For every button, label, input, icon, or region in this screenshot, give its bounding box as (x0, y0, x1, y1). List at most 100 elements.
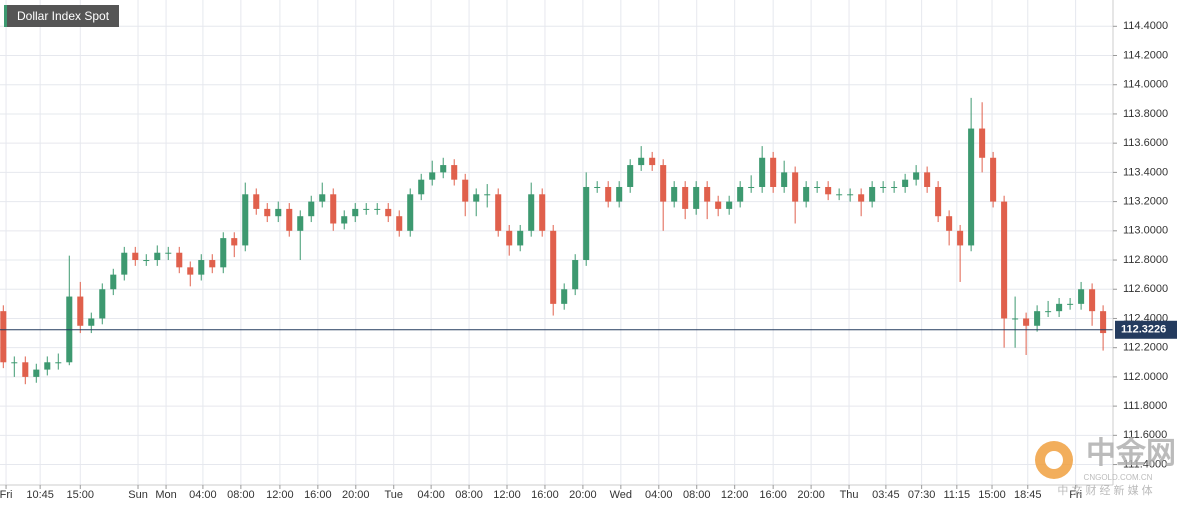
candle-body (473, 194, 480, 202)
candle-body (682, 186, 689, 209)
candle-body (396, 216, 403, 231)
candle-body (308, 201, 315, 217)
grid (0, 0, 1113, 485)
candle-body (363, 208, 370, 210)
chart-title: Dollar Index Spot (17, 9, 110, 23)
x-tick-label: Tue (384, 489, 403, 501)
candle-body (319, 194, 326, 202)
candle-body (858, 194, 865, 202)
candle-body (803, 186, 810, 202)
y-tick-label: 112.2000 (1123, 342, 1168, 354)
candle-body (352, 208, 359, 217)
x-tick-label: 18:45 (1014, 489, 1042, 501)
candle-body (572, 260, 579, 290)
candle-body (88, 318, 95, 326)
candle-body (1067, 303, 1074, 305)
candle-body (220, 238, 227, 268)
candle-body (99, 289, 106, 319)
candle-body (33, 369, 40, 377)
candle-body (330, 194, 337, 224)
candle-body (990, 157, 997, 202)
candle-body (275, 208, 282, 217)
x-tick-label: 07:30 (908, 489, 936, 501)
x-tick-label: 11:15 (943, 489, 970, 501)
x-tick-label: 20:00 (797, 489, 825, 501)
candle-body (638, 157, 645, 166)
candle-body (418, 179, 425, 195)
candle-body (825, 186, 832, 195)
candle-body (715, 201, 722, 209)
candle-body (55, 362, 62, 364)
x-tick-label: Thu (840, 489, 859, 501)
x-tick-label: 08:00 (683, 489, 711, 501)
x-tick-label: 08:00 (227, 489, 255, 501)
candle-body (902, 179, 909, 187)
candle-body (649, 157, 656, 166)
candle-body (693, 186, 700, 209)
x-tick-label: Mon (155, 489, 176, 501)
x-tick-label: 04:00 (645, 489, 673, 501)
y-tick-label: 113.0000 (1123, 225, 1168, 237)
candle-body (1045, 311, 1052, 313)
candle-body (1056, 303, 1063, 312)
candle-body (1012, 318, 1019, 320)
y-tick-label: 112.8000 (1123, 254, 1168, 266)
candle-body (847, 194, 854, 196)
candle-body (44, 362, 51, 370)
y-tick-label: 112.6000 (1123, 283, 1168, 295)
candle-body (286, 208, 293, 231)
y-tick-label: 113.8000 (1123, 108, 1168, 120)
watermark-logo-inner (1045, 451, 1063, 469)
x-tick-label: Fri (0, 489, 12, 501)
candle-body (231, 238, 238, 246)
candle-body (187, 267, 194, 275)
candle-body (253, 194, 260, 209)
watermark-domain: CNGOLD.COM.CN (1084, 473, 1153, 482)
x-tick-label: 12:00 (721, 489, 749, 501)
candle-body (374, 208, 381, 210)
x-tick-label: 20:00 (569, 489, 597, 501)
x-tick-label: Fri (1069, 489, 1082, 501)
candle-body (209, 260, 216, 268)
x-tick-label: 12:00 (493, 489, 521, 501)
candle-body (550, 230, 557, 304)
title-box (4, 5, 119, 27)
watermark: 中金网 CNGOLD.COM.CN 中 文 财 经 新 媒 体 (1035, 436, 1176, 497)
candle-body (341, 216, 348, 224)
candle-body (913, 172, 920, 180)
candle-body (583, 186, 590, 261)
candle-body (22, 362, 29, 377)
candle-body (429, 172, 436, 180)
axes: 111.4000 111.6000 111.8000 112.0000 112.2000… (0, 20, 1177, 501)
candle-body (561, 289, 568, 304)
last-price-box (1115, 320, 1177, 339)
candle-body (924, 172, 931, 187)
candle-body (726, 201, 733, 209)
candle-body (957, 230, 964, 246)
y-tick-label: 113.2000 (1123, 196, 1168, 208)
x-tick-label: 10:45 (26, 489, 54, 501)
y-tick-label: 114.0000 (1123, 79, 1168, 91)
candle-body (759, 157, 766, 187)
candle-body (154, 252, 161, 261)
candle-body (1001, 201, 1008, 319)
candle-body (11, 362, 18, 364)
title-accent (4, 5, 7, 27)
x-tick-label: 16:00 (531, 489, 559, 501)
candle-body (462, 179, 469, 202)
candle-body (176, 252, 183, 268)
x-tick-label: 12:00 (266, 489, 294, 501)
x-tick-label: 15:00 (978, 489, 1006, 501)
candle-body (484, 194, 491, 196)
candle-body (242, 194, 249, 246)
last-price-label: 112.3226 (1121, 324, 1166, 336)
candle-body (979, 128, 986, 158)
candle-body (110, 274, 117, 290)
candle-body (264, 208, 271, 217)
y-tick-label: 111.4000 (1123, 458, 1167, 470)
x-tick-label: 04:00 (417, 489, 445, 501)
candle-body (627, 165, 634, 187)
y-tick-label: 113.4000 (1123, 166, 1168, 178)
y-tick-label: 111.8000 (1123, 400, 1167, 412)
